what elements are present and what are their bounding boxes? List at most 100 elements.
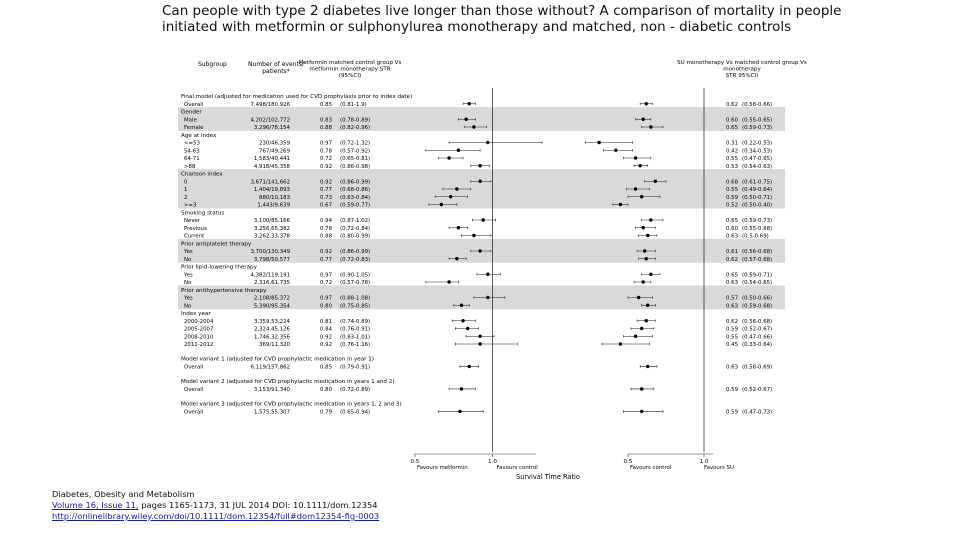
forest-row: 54-63 767/49,269 0.78 (0.57-0.92) 0.42 (0.34-… [184, 148, 772, 154]
forest-row: >=3 1,443/9,639 0.67 (0.59-0.77) 0.52 (0.50-0… [184, 203, 772, 209]
metformin-point [478, 342, 482, 346]
metformin-point [447, 156, 451, 160]
metformin-point [466, 326, 470, 331]
row-su-str: 0.59 [726, 387, 739, 393]
row-label: Yes [183, 272, 193, 278]
su-point [646, 303, 650, 307]
forest-row: Overall 3,153/91,340 0.80 (0.72-0.89) 0.59 (0… [184, 387, 772, 393]
row-label: 0 [184, 179, 188, 185]
row-label: No [184, 303, 191, 309]
row-events: 6,119/157,862 [250, 364, 290, 370]
row-events: 2,316,61,735 [254, 280, 290, 286]
row-label: 2 [184, 195, 187, 201]
row-label: Female [184, 125, 204, 131]
row-su-str: 0.65 [726, 218, 738, 224]
row-su-ci: (0.49-0.64) [742, 187, 772, 193]
row-events: 3,262,33,378 [254, 234, 291, 240]
row-metformin-ci: (0.68-0.86) [340, 187, 370, 193]
row-metformin-str: 0.85 [320, 364, 332, 370]
row-events: 3,700/130,349 [250, 249, 290, 255]
shaded-band [178, 107, 785, 116]
metformin-point [456, 226, 461, 230]
row-events: 1,746,32,356 [254, 334, 291, 340]
row-events: 2,324,45,126 [254, 327, 291, 333]
row-label: Overall [184, 409, 203, 415]
su-point [633, 334, 638, 338]
su-point [643, 249, 647, 253]
row-events: 1,404/19,893 [254, 187, 290, 193]
row-metformin-str: 0.80 [320, 303, 333, 309]
group-header: Smoking status [181, 210, 224, 216]
row-su-str: 0.55 [726, 187, 738, 193]
row-su-ci: (0.54-0.65) [742, 280, 772, 286]
row-metformin-str: 0.77 [320, 187, 332, 193]
row-su-ci: (0.52-0.67) [742, 387, 772, 393]
metformin-point [467, 102, 471, 106]
row-events: 767/49,269 [259, 148, 291, 154]
row-events: 3,296/78,154 [254, 125, 291, 131]
row-label: <=53 [184, 141, 200, 147]
su-point [614, 148, 618, 152]
row-metformin-str: 0.80 [320, 387, 333, 393]
row-su-str: 0.65 [726, 125, 738, 131]
row-events: 3,671/141,662 [250, 179, 290, 185]
row-metformin-ci: (0.86-0.99) [340, 179, 370, 185]
row-metformin-ci: (0.82-0.96) [340, 125, 370, 131]
metformin-point [472, 125, 476, 129]
row-metformin-ci: (0.72-0.89) [340, 387, 370, 393]
metformin-point [478, 164, 482, 168]
su-point [641, 280, 645, 284]
row-events: 5,390/95,354 [254, 303, 291, 309]
row-su-str: 0.53 [726, 164, 738, 170]
forest-row: Yes 2,108/85,372 0.97 (0.88-1.08) 0.57 (0.50-… [183, 296, 772, 302]
metformin-point [467, 364, 471, 369]
su-point [633, 187, 638, 191]
shaded-band [178, 192, 785, 201]
su-point [646, 364, 650, 369]
metformin-point [472, 233, 476, 238]
row-su-str: 0.42 [726, 148, 738, 154]
row-label: Current [184, 234, 204, 240]
row-su-str: 0.55 [726, 156, 738, 162]
row-events: 369/11,320 [259, 342, 291, 348]
row-metformin-ci: (0.57-0.78) [340, 280, 370, 286]
row-label: Overall [184, 364, 203, 370]
shaded-band [178, 238, 785, 248]
row-su-str: 0.59 [726, 327, 739, 333]
su-point [653, 179, 658, 183]
forest-row: 2005-2007 2,324,45,126 0.84 (0.76-0.91) 0.59… [184, 327, 772, 333]
row-su-ci: (0.61-0.75) [742, 179, 772, 185]
citation: Diabetes, Obesity and Metabolism Volume … [52, 489, 379, 522]
metformin-point [464, 117, 468, 121]
column-headers: Subgroup Number of events/patients*Metfor… [198, 60, 807, 79]
forest-row: 1 1,404/19,893 0.77 (0.68-0.86) 0.55 (0.49-0.… [184, 187, 772, 193]
row-su-ci: (0.56-0.68) [742, 319, 772, 325]
row-events: 3,798/50,577 [254, 257, 290, 263]
forest-rows: Final model (adjusted for medication use… [181, 94, 772, 415]
forest-row: 64-71 1,583/40,441 0.72 (0.65-0.81) 0.55 (0.4… [184, 156, 772, 162]
row-metformin-str: 0.97 [320, 296, 332, 302]
row-su-ci: (0.22-0.53) [742, 141, 772, 147]
row-label: 1 [184, 187, 187, 193]
figure-url-link[interactable]: http://onlinelibrary.wiley.com/doi/10.11… [52, 511, 380, 521]
row-label: Yes [183, 296, 193, 302]
volume-link[interactable]: Volume 16, Issue 11, [52, 500, 139, 510]
su-point [649, 125, 653, 129]
shaded-band [178, 285, 785, 294]
su-point [639, 326, 644, 331]
row-metformin-str: 0.92 [320, 179, 332, 185]
su-point [646, 233, 650, 238]
row-label: Overall [184, 387, 203, 393]
page-title: Can people with type 2 diabetes live lon… [162, 3, 842, 35]
header-events: Number of events/patients* [248, 61, 305, 75]
metformin-point [447, 280, 451, 284]
row-metformin-ci: (0.75-0.85) [340, 303, 370, 309]
row-events: 880/10,183 [259, 195, 290, 201]
su-point [644, 257, 648, 261]
forest-row: Female 3,296/78,154 0.88 (0.82-0.96) 0.65 (0.… [184, 125, 772, 131]
su-point [633, 156, 638, 160]
row-metformin-str: 0.85 [320, 102, 332, 108]
row-label: Never [184, 218, 201, 224]
forest-row: 2000-2004 3,359,53,224 0.81 (0.74-0.89) 0.62… [184, 319, 772, 325]
row-su-ci: (0.59-0.73) [742, 125, 772, 131]
